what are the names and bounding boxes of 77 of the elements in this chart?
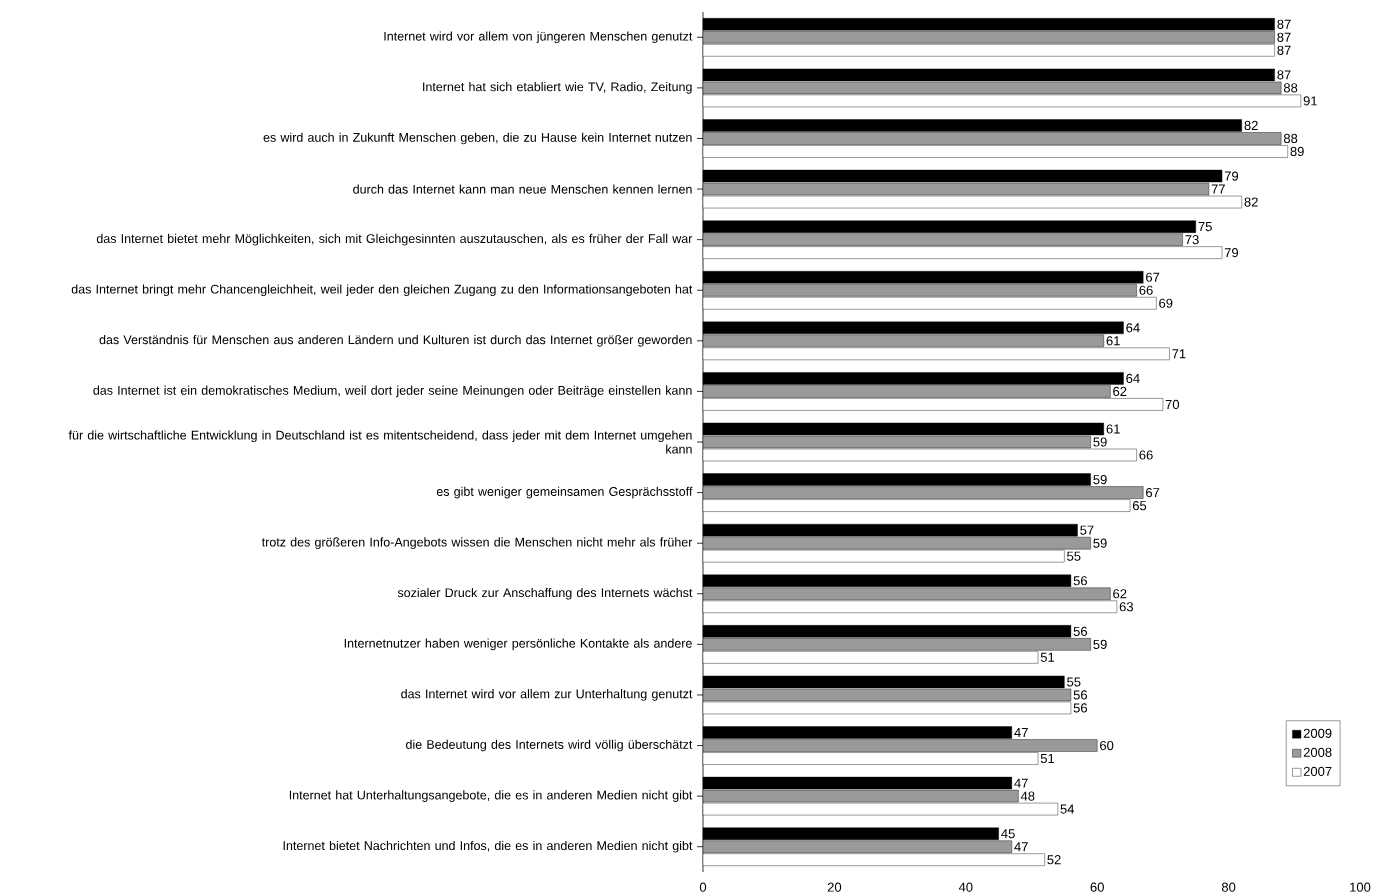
y-tick-label: die Bedeutung des Internets wird völlig überschätzt	[406, 739, 693, 752]
data-label: 87	[1277, 19, 1291, 29]
data-label: 82	[1244, 197, 1258, 207]
data-label: 45	[1001, 829, 1015, 839]
data-label: 88	[1283, 133, 1298, 144]
y-tick-label: das Internet bietet mehr Möglichkeiten, sich mit Gleichgesinnten auszutauschen, als es früher der Fall war	[96, 233, 693, 246]
y-tick-label: Internet hat sich etabliert wie TV, Radio, Zeitung	[423, 82, 692, 94]
x-tick-label: 100	[1350, 882, 1371, 892]
data-label: 61	[1106, 424, 1120, 434]
y-tick-label: das Verständnis für Menschen aus anderen Ländern und Kulturen ist durch das Internet größer geworden	[99, 334, 692, 347]
data-label: 75	[1198, 222, 1212, 232]
data-label: 67	[1146, 272, 1160, 282]
data-label: 87	[1277, 32, 1291, 42]
data-label: 61	[1106, 336, 1120, 346]
data-label: 51	[1040, 652, 1055, 662]
data-label: 77	[1211, 184, 1225, 194]
x-tick-label: 60	[1090, 882, 1104, 892]
y-tick-label: sozialer Druck zur Anschaffung des Internets wächst	[397, 587, 693, 600]
data-label: 73	[1185, 235, 1199, 245]
data-label: 88	[1283, 83, 1298, 93]
y-tick-label: es wird auch in Zukunft Menschen geben, die zu Hause kein Internet nutzen	[263, 132, 692, 145]
data-label: 56	[1073, 690, 1088, 700]
data-label: 48	[1020, 791, 1035, 801]
data-label: 59	[1093, 538, 1107, 548]
data-label: 66	[1139, 450, 1153, 460]
data-label: 70	[1165, 399, 1180, 409]
x-tick-label: 40	[958, 882, 973, 892]
y-tick-label: trotz des größeren Info-Angebots wissen die Menschen nicht mehr als früher	[261, 537, 693, 549]
data-label: 71	[1172, 349, 1186, 359]
data-label: 47	[1014, 728, 1028, 737]
data-label: 52	[1047, 855, 1061, 865]
data-label: 56	[1073, 576, 1088, 586]
data-label: 82	[1244, 120, 1258, 131]
y-tick-label: das Internet bringt mehr Chancengleichheit, weil jeder den gleichen Zugang zu den Informationsangeboten hat	[71, 284, 693, 297]
data-label: 55	[1067, 551, 1081, 561]
data-label: 59	[1093, 437, 1107, 447]
data-label: 55	[1067, 677, 1081, 687]
data-label: 56	[1073, 626, 1088, 636]
data-label: 54	[1060, 804, 1075, 814]
data-label: 57	[1080, 525, 1094, 535]
data-label: 62	[1113, 386, 1127, 396]
data-label: 65	[1132, 500, 1147, 511]
data-label: 56	[1073, 703, 1088, 713]
legend-label: 2008	[1303, 747, 1332, 757]
data-label: 87	[1277, 70, 1291, 80]
y-tick-label: Internet hat Unterhaltungsangebote, die es in anderen Medien nicht gibt	[289, 790, 693, 802]
y-tick-label: Internet wird vor allem von jüngeren Menschen genutzt	[384, 31, 693, 44]
data-label: 62	[1113, 589, 1127, 599]
data-label: 59	[1093, 474, 1107, 485]
y-tick-label: Internetnutzer haben weniger persönliche Kontakte als andere	[344, 638, 692, 651]
data-label: 47	[1014, 778, 1028, 788]
data-label: 64	[1126, 373, 1140, 383]
data-label: 59	[1093, 639, 1107, 649]
data-label: 64	[1126, 323, 1140, 333]
data-label: 89	[1290, 146, 1304, 157]
y-tick-label: das Internet wird vor allem zur Unterhaltung genutzt	[401, 689, 693, 701]
y-tick-label: Internet bietet Nachrichten und Infos, die es in anderen Medien nicht gibt	[283, 840, 693, 853]
data-label: 66	[1139, 285, 1153, 295]
x-tick-label: 80	[1221, 882, 1236, 892]
legend-label: 2009	[1303, 728, 1332, 738]
data-label: 79	[1224, 248, 1239, 258]
x-tick-label: 20	[827, 882, 842, 892]
data-label: 60	[1100, 740, 1114, 751]
data-label: 69	[1159, 298, 1173, 308]
y-tick-label: das Internet ist ein demokratisches Medium, weil dort jeder seine Meinungen oder Beiträge einstellen kann	[93, 385, 692, 398]
data-label: 67	[1146, 487, 1160, 498]
data-label: 51	[1040, 753, 1055, 764]
data-label: 91	[1303, 96, 1317, 106]
y-tick-label: es gibt weniger gemeinsamen Gesprächsstoff	[436, 486, 693, 499]
data-label: 63	[1119, 602, 1134, 612]
y-tick-label: für die wirtschaftliche Entwicklung in Deutschland ist es mitentscheidend, dass jeder mit dem Internet umgehen kann	[68, 430, 692, 454]
data-label: 79	[1224, 171, 1239, 181]
y-tick-label: durch das Internet kann man neue Menschen kennen lernen	[353, 184, 692, 194]
data-label: 87	[1277, 45, 1291, 55]
legend-label: 2007	[1303, 766, 1332, 776]
x-tick-label: 0	[699, 882, 707, 892]
data-label: 47	[1014, 842, 1028, 852]
